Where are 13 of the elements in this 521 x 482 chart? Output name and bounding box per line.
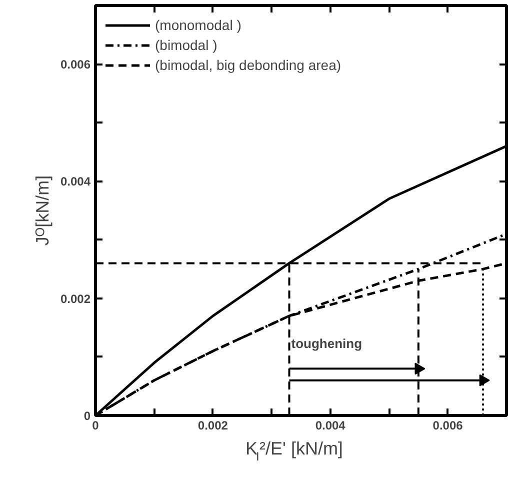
legend-label: (monomodal ) <box>155 17 242 33</box>
y-tick-label: 0.004 <box>60 174 91 189</box>
annotation: toughening <box>291 336 362 352</box>
x-tick-label: 0 <box>92 418 100 432</box>
y-tick-label: 0 <box>84 409 91 423</box>
y-tick-label: 0.006 <box>60 58 91 72</box>
y-axis-title: Jᴼ[kN/m] <box>32 175 52 246</box>
y-tick-label: 0.002 <box>60 292 91 306</box>
x-tick-label: 0.004 <box>315 418 346 432</box>
legend-label: (bimodal, big debonding area) <box>155 57 342 73</box>
x-tick-label: 0.002 <box>198 418 228 432</box>
legend-label: (bimodal ) <box>155 37 218 53</box>
x-tick-label: 0.006 <box>432 418 464 432</box>
